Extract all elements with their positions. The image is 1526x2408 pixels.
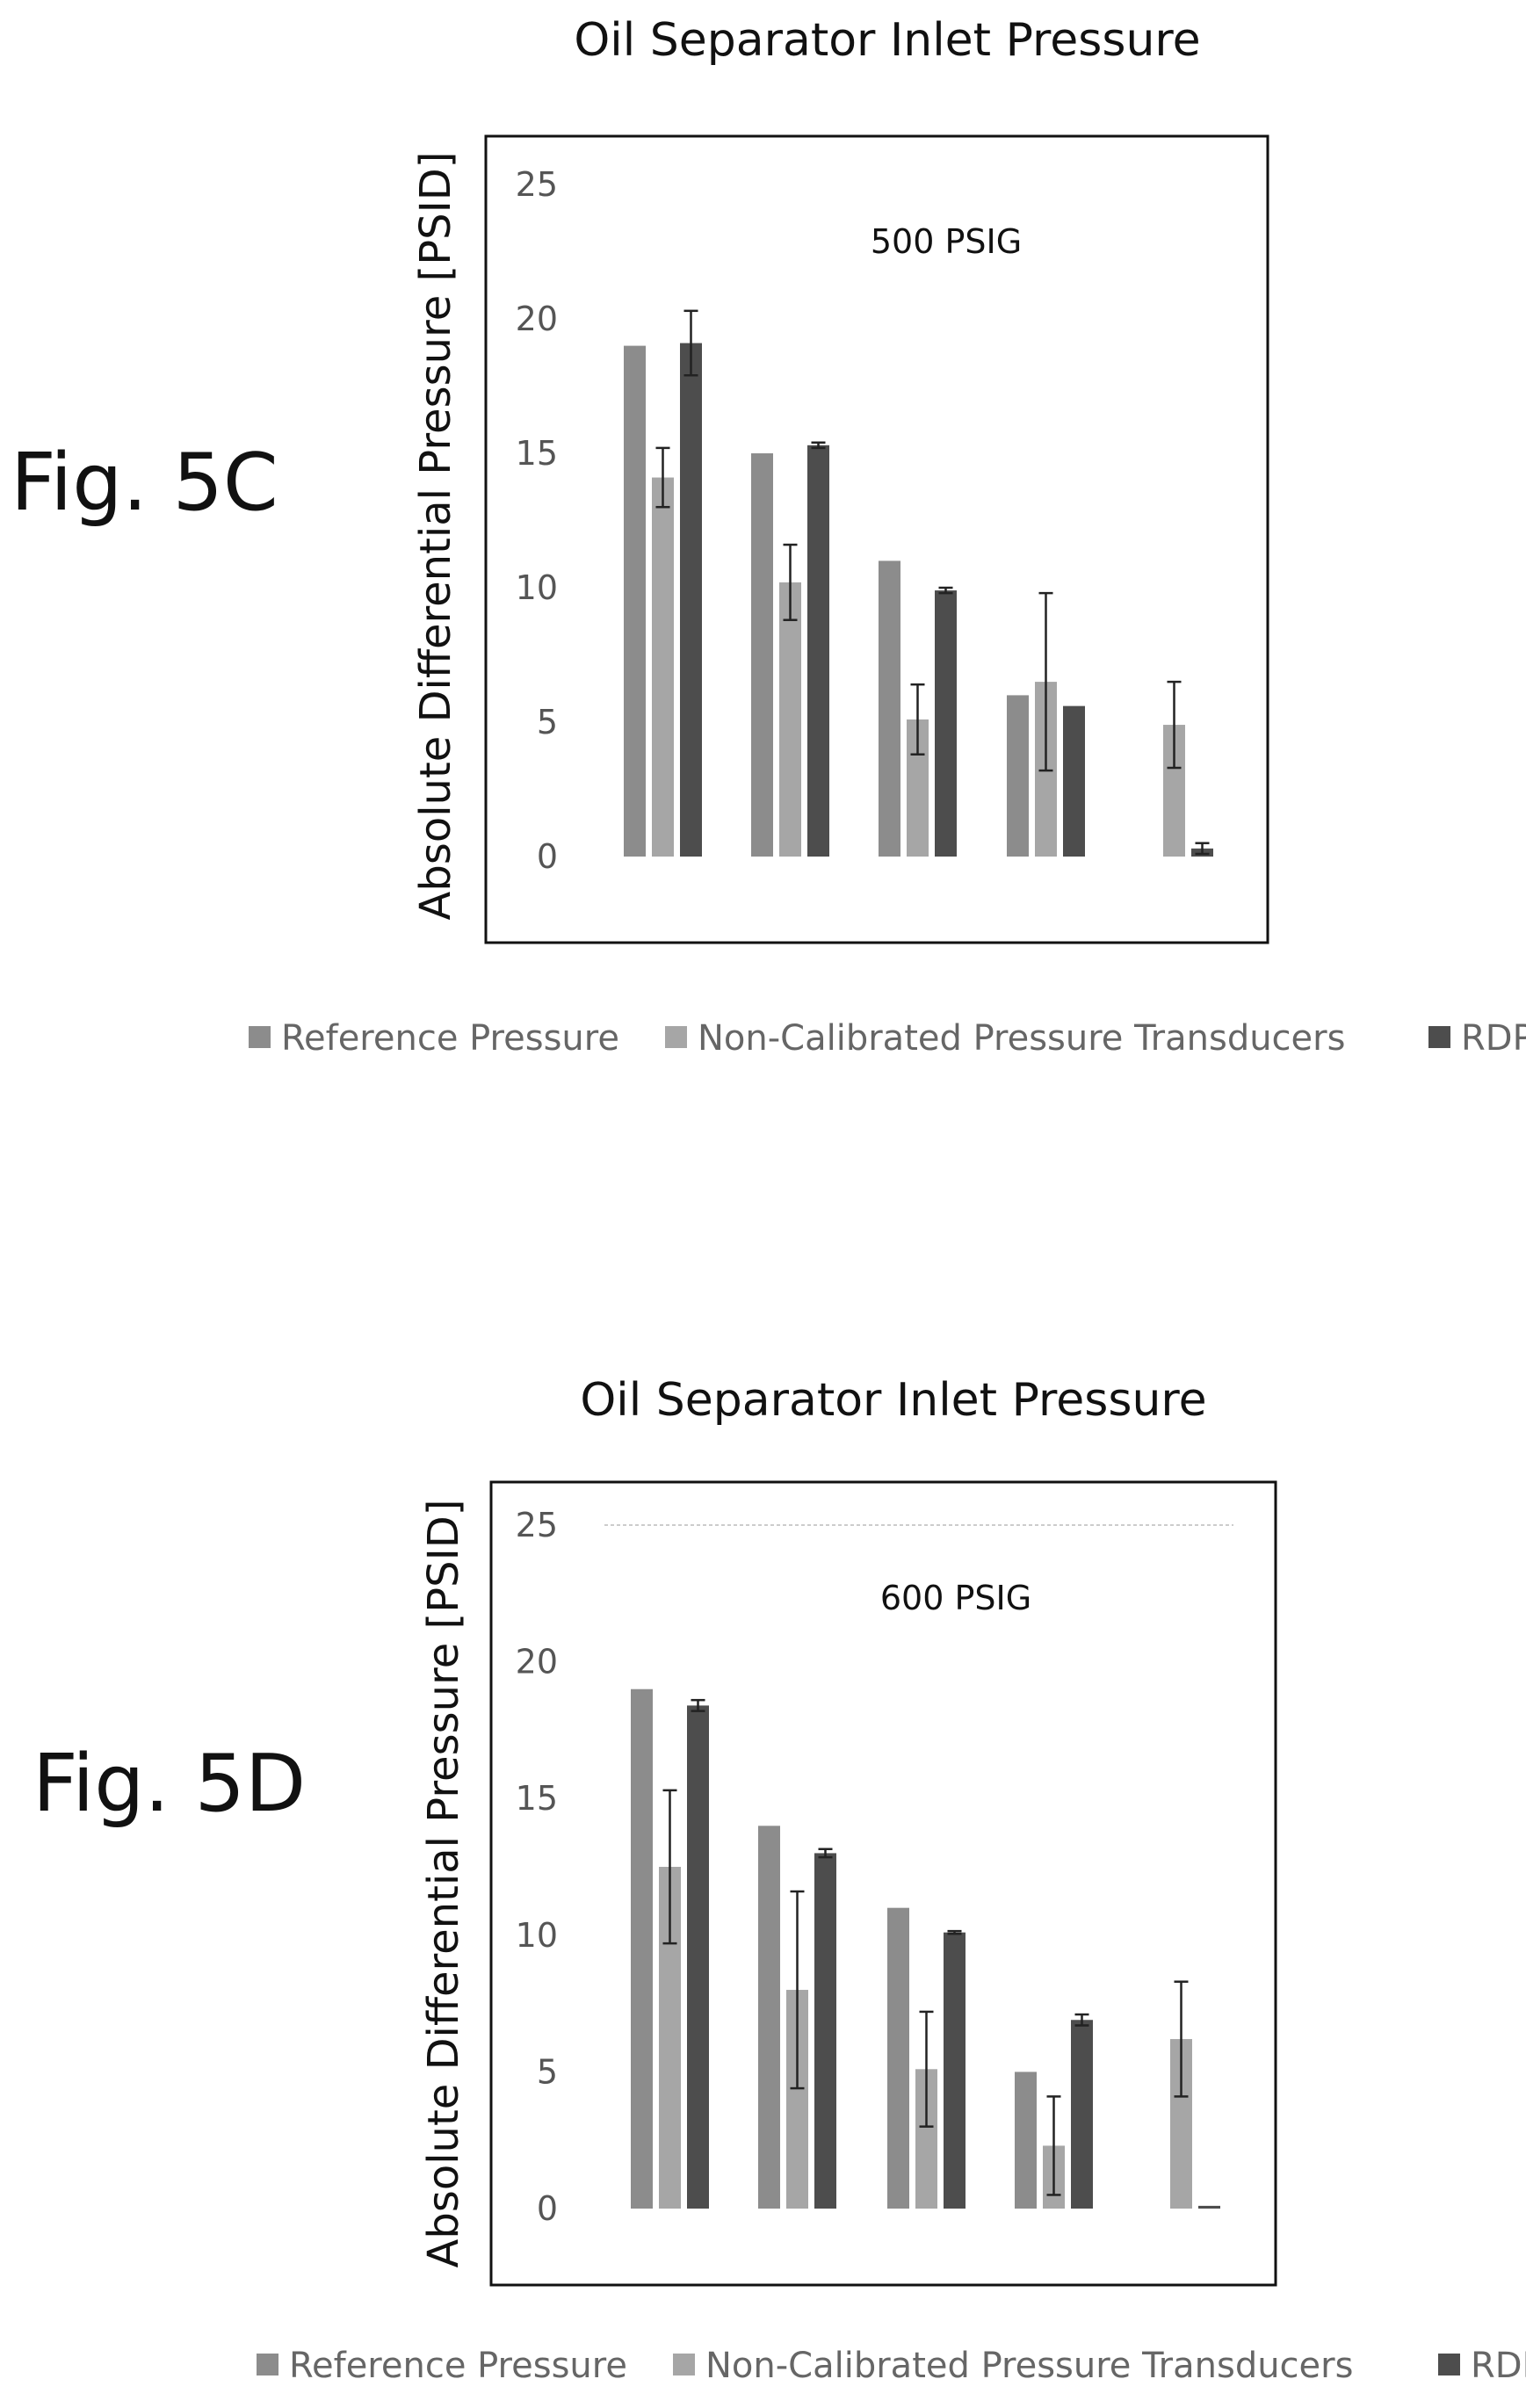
legend-entry: RDP — [1461, 1018, 1526, 1059]
y-tick-label: 25 — [516, 1506, 558, 1544]
plot-frame — [484, 134, 1269, 944]
bar — [1063, 705, 1085, 857]
legend-swatch — [1428, 1026, 1450, 1048]
legend-swatch — [257, 2354, 278, 2375]
bars — [624, 343, 1213, 857]
bar — [652, 477, 674, 857]
bar — [879, 560, 900, 857]
chart-5c: Oil Separator Inlet Pressure Fig. 5C Abs… — [11, 14, 1526, 1059]
bar — [779, 582, 801, 857]
error-bar — [691, 1698, 705, 1712]
y-axis-label: Absolute Differential Pressure [PSID] — [411, 152, 460, 921]
bar — [631, 1688, 653, 2209]
error-bar — [919, 2010, 934, 2128]
bar — [758, 1826, 780, 2209]
pressure-annotation: 600 PSIG — [880, 1579, 1031, 1617]
error-bar — [818, 1848, 833, 1859]
chart-title: Oil Separator Inlet Pressure — [574, 14, 1200, 67]
figure-label: Fig. 5C — [11, 437, 278, 529]
legend-entry: Non-Calibrated Pressure Transducers — [698, 1018, 1345, 1059]
bar — [1007, 695, 1029, 857]
bar — [680, 343, 702, 857]
y-tick-label: 15 — [516, 1779, 558, 1818]
figure-label: Fig. 5D — [33, 1738, 306, 1830]
bar — [944, 1932, 966, 2209]
y-tick-label: 10 — [516, 1916, 558, 1955]
error-bar — [783, 543, 798, 621]
bars — [631, 1688, 1220, 2209]
error-bar — [811, 441, 826, 450]
legend-entry: Reference Pressure — [281, 1018, 619, 1059]
bar — [1015, 2072, 1037, 2209]
error-bar — [910, 683, 925, 756]
pressure-annotation: 500 PSIG — [871, 222, 1022, 261]
y-tick-label: 25 — [516, 165, 558, 204]
error-bar — [938, 586, 953, 595]
error-bar — [1038, 591, 1053, 772]
y-tick-label: 5 — [537, 703, 558, 741]
bar — [1071, 2020, 1093, 2209]
bar — [887, 1907, 909, 2209]
bar — [687, 1705, 709, 2209]
bar — [814, 1853, 836, 2209]
error-bar — [1195, 842, 1210, 856]
legend-entry: RDP — [1471, 2346, 1526, 2386]
legend-swatch — [1438, 2354, 1460, 2375]
legend-swatch — [249, 1026, 271, 1048]
legend-swatch — [673, 2354, 695, 2375]
error-bars — [662, 1698, 1189, 2196]
y-tick-label: 20 — [516, 1643, 558, 1681]
chart-title: Oil Separator Inlet Pressure — [580, 1374, 1206, 1427]
y-axis-ticks: 0 5 10 15 20 25 — [516, 165, 558, 876]
y-tick-label: 15 — [516, 434, 558, 473]
legend: Reference Pressure Non-Calibrated Pressur… — [257, 2346, 1526, 2386]
y-tick-label: 20 — [516, 300, 558, 338]
error-bar — [790, 1890, 805, 2090]
legend: Reference Pressure Non-Calibrated Pressur… — [249, 1018, 1526, 1059]
legend-entry: Reference Pressure — [289, 2346, 627, 2386]
bar — [935, 590, 957, 857]
legend-swatch — [665, 1026, 687, 1048]
y-tick-label: 0 — [537, 837, 558, 876]
y-tick-label: 10 — [516, 568, 558, 607]
plot-frame — [489, 1480, 1277, 2287]
bar — [624, 345, 646, 857]
y-tick-label: 0 — [537, 2189, 558, 2228]
error-bars — [655, 309, 1210, 856]
bar — [751, 453, 773, 857]
y-axis-label: Absolute Differential Pressure [PSID] — [419, 1500, 468, 2268]
y-axis-ticks: 0 5 10 15 20 25 — [516, 1506, 558, 2228]
y-tick-label: 5 — [537, 2052, 558, 2091]
error-bar — [1074, 2013, 1089, 2027]
bar — [807, 445, 829, 857]
error-bar — [655, 446, 670, 509]
bar — [1198, 2205, 1220, 2209]
error-bar — [1167, 680, 1182, 770]
chart-5d: Oil Separator Inlet Pressure Fig. 5D Abs… — [33, 1374, 1526, 2386]
error-bar — [683, 309, 698, 377]
error-bar — [947, 1929, 962, 1935]
error-bar — [1174, 1980, 1189, 2098]
error-bar — [662, 1789, 677, 1945]
error-bar — [1046, 2095, 1061, 2196]
legend-entry: Non-Calibrated Pressure Transducers — [705, 2346, 1353, 2386]
